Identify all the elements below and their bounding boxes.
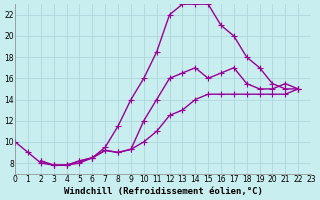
X-axis label: Windchill (Refroidissement éolien,°C): Windchill (Refroidissement éolien,°C) (64, 187, 262, 196)
